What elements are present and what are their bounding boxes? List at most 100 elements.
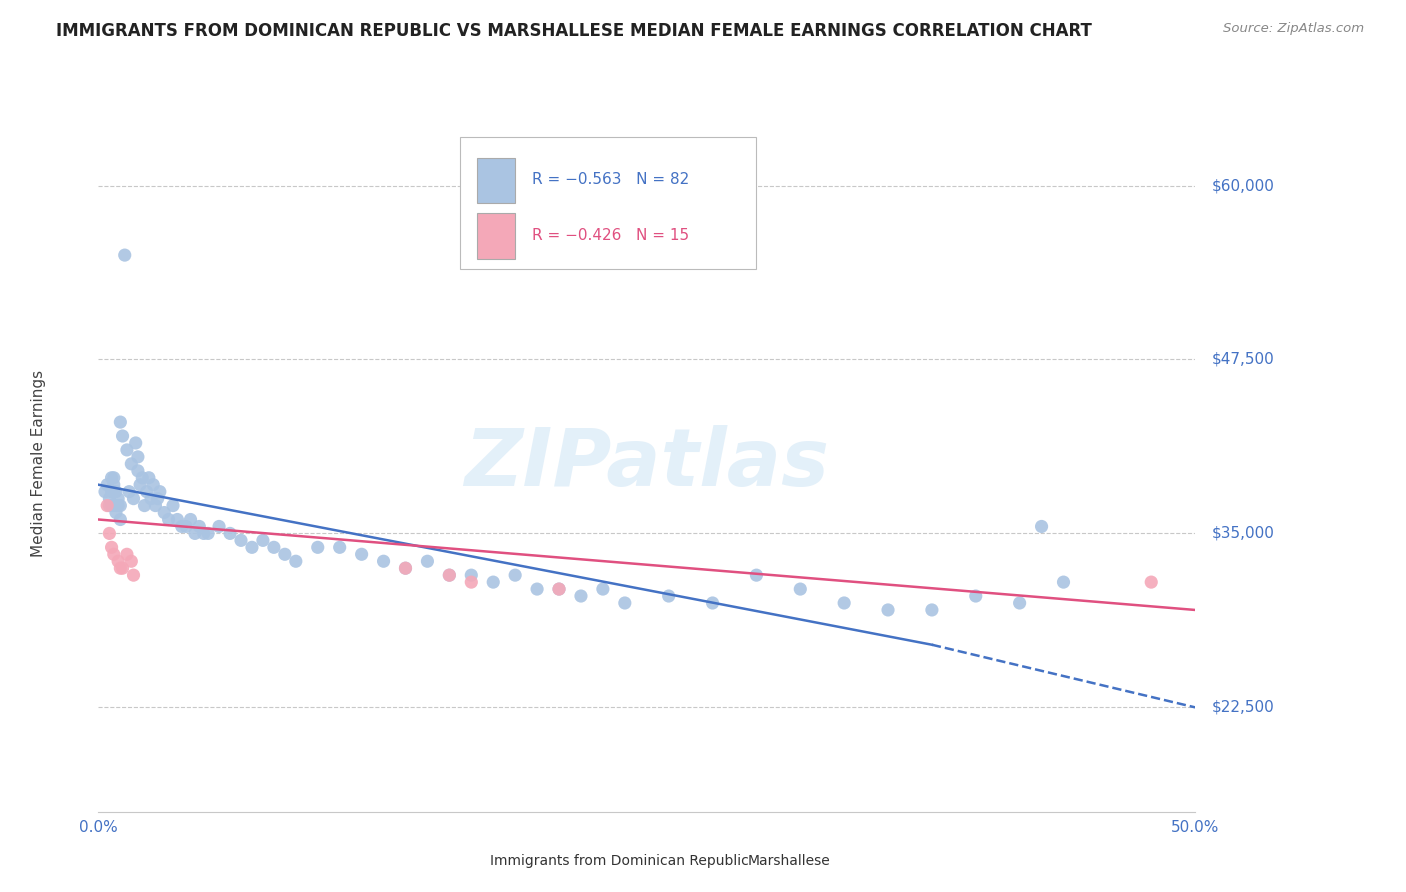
Point (138, 471, 160, 485)
Text: $47,500: $47,500 (1212, 352, 1274, 367)
Point (107, 499, 129, 513)
Point (350, 547, 373, 561)
Point (1031, 519, 1053, 533)
FancyBboxPatch shape (477, 213, 515, 259)
Text: Source: ZipAtlas.com: Source: ZipAtlas.com (1223, 22, 1364, 36)
Text: R = −0.426   N = 15: R = −0.426 N = 15 (531, 228, 689, 244)
Point (284, 554, 307, 568)
Point (592, 582, 614, 596)
Text: IMMIGRANTS FROM DOMINICAN REPUBLIC VS MARSHALLESE MEDIAN FEMALE EARNINGS CORRELA: IMMIGRANTS FROM DOMINICAN REPUBLIC VS MA… (56, 22, 1092, 40)
Point (131, 471, 153, 485)
Point (439, 568, 461, 582)
Point (307, 541, 329, 555)
Point (482, 575, 505, 590)
Point (115, 442, 138, 457)
Point (394, 561, 416, 575)
Point (103, 471, 125, 485)
Point (100, 499, 122, 513)
Text: Marshallese: Marshallese (748, 855, 831, 868)
Point (129, 477, 152, 491)
FancyBboxPatch shape (460, 136, 756, 269)
Point (188, 519, 211, 533)
Point (832, 596, 855, 610)
Point (125, 436, 148, 450)
Point (877, 603, 900, 617)
Point (153, 506, 176, 520)
Point (548, 582, 571, 596)
Point (139, 491, 162, 506)
Point (548, 582, 571, 596)
Point (134, 499, 156, 513)
Point (98, 491, 121, 506)
Point (460, 568, 482, 582)
Point (135, 484, 157, 499)
Point (96, 477, 118, 491)
Point (329, 541, 352, 555)
Point (120, 554, 142, 568)
Point (921, 603, 943, 617)
Point (252, 533, 274, 548)
Point (103, 477, 125, 491)
Point (162, 499, 184, 513)
Point (146, 491, 169, 506)
Point (114, 248, 136, 262)
Point (118, 484, 141, 499)
Text: Median Female Earnings: Median Female Earnings (31, 370, 45, 558)
Point (526, 582, 548, 596)
Point (197, 526, 219, 541)
Point (416, 554, 439, 568)
Point (145, 499, 167, 513)
Point (110, 415, 132, 429)
Point (229, 533, 252, 548)
Point (104, 484, 127, 499)
Point (98, 526, 121, 541)
Point (107, 554, 129, 568)
Point (157, 512, 180, 526)
Point (439, 568, 461, 582)
Text: R = −0.563   N = 82: R = −0.563 N = 82 (531, 172, 689, 187)
Point (100, 541, 122, 555)
Text: Immigrants from Dominican Republic: Immigrants from Dominican Republic (489, 855, 748, 868)
Text: $35,000: $35,000 (1212, 526, 1274, 541)
Point (1008, 596, 1031, 610)
FancyBboxPatch shape (460, 850, 485, 872)
Point (100, 471, 122, 485)
Point (110, 561, 132, 575)
Point (180, 512, 202, 526)
Point (965, 589, 987, 603)
Point (1052, 575, 1074, 590)
Point (745, 568, 768, 582)
Point (658, 589, 681, 603)
Point (104, 499, 127, 513)
Point (111, 429, 134, 443)
Point (98, 499, 121, 513)
Point (208, 519, 231, 533)
Point (149, 484, 172, 499)
Point (96, 499, 118, 513)
Point (219, 526, 242, 541)
Point (503, 568, 526, 582)
Point (613, 596, 636, 610)
Point (107, 491, 129, 506)
Point (789, 582, 811, 596)
Point (240, 541, 263, 555)
Point (263, 541, 285, 555)
Point (120, 457, 142, 471)
Point (115, 547, 138, 561)
FancyBboxPatch shape (718, 850, 742, 872)
Point (100, 484, 122, 499)
Point (193, 526, 215, 541)
Point (122, 568, 145, 582)
Point (174, 519, 197, 533)
Point (166, 512, 188, 526)
Point (373, 554, 395, 568)
Point (1140, 575, 1163, 590)
Point (94, 484, 117, 499)
Point (394, 561, 416, 575)
FancyBboxPatch shape (477, 158, 515, 203)
Point (569, 589, 592, 603)
Point (184, 526, 207, 541)
Point (111, 561, 134, 575)
Point (170, 519, 193, 533)
Point (142, 477, 165, 491)
